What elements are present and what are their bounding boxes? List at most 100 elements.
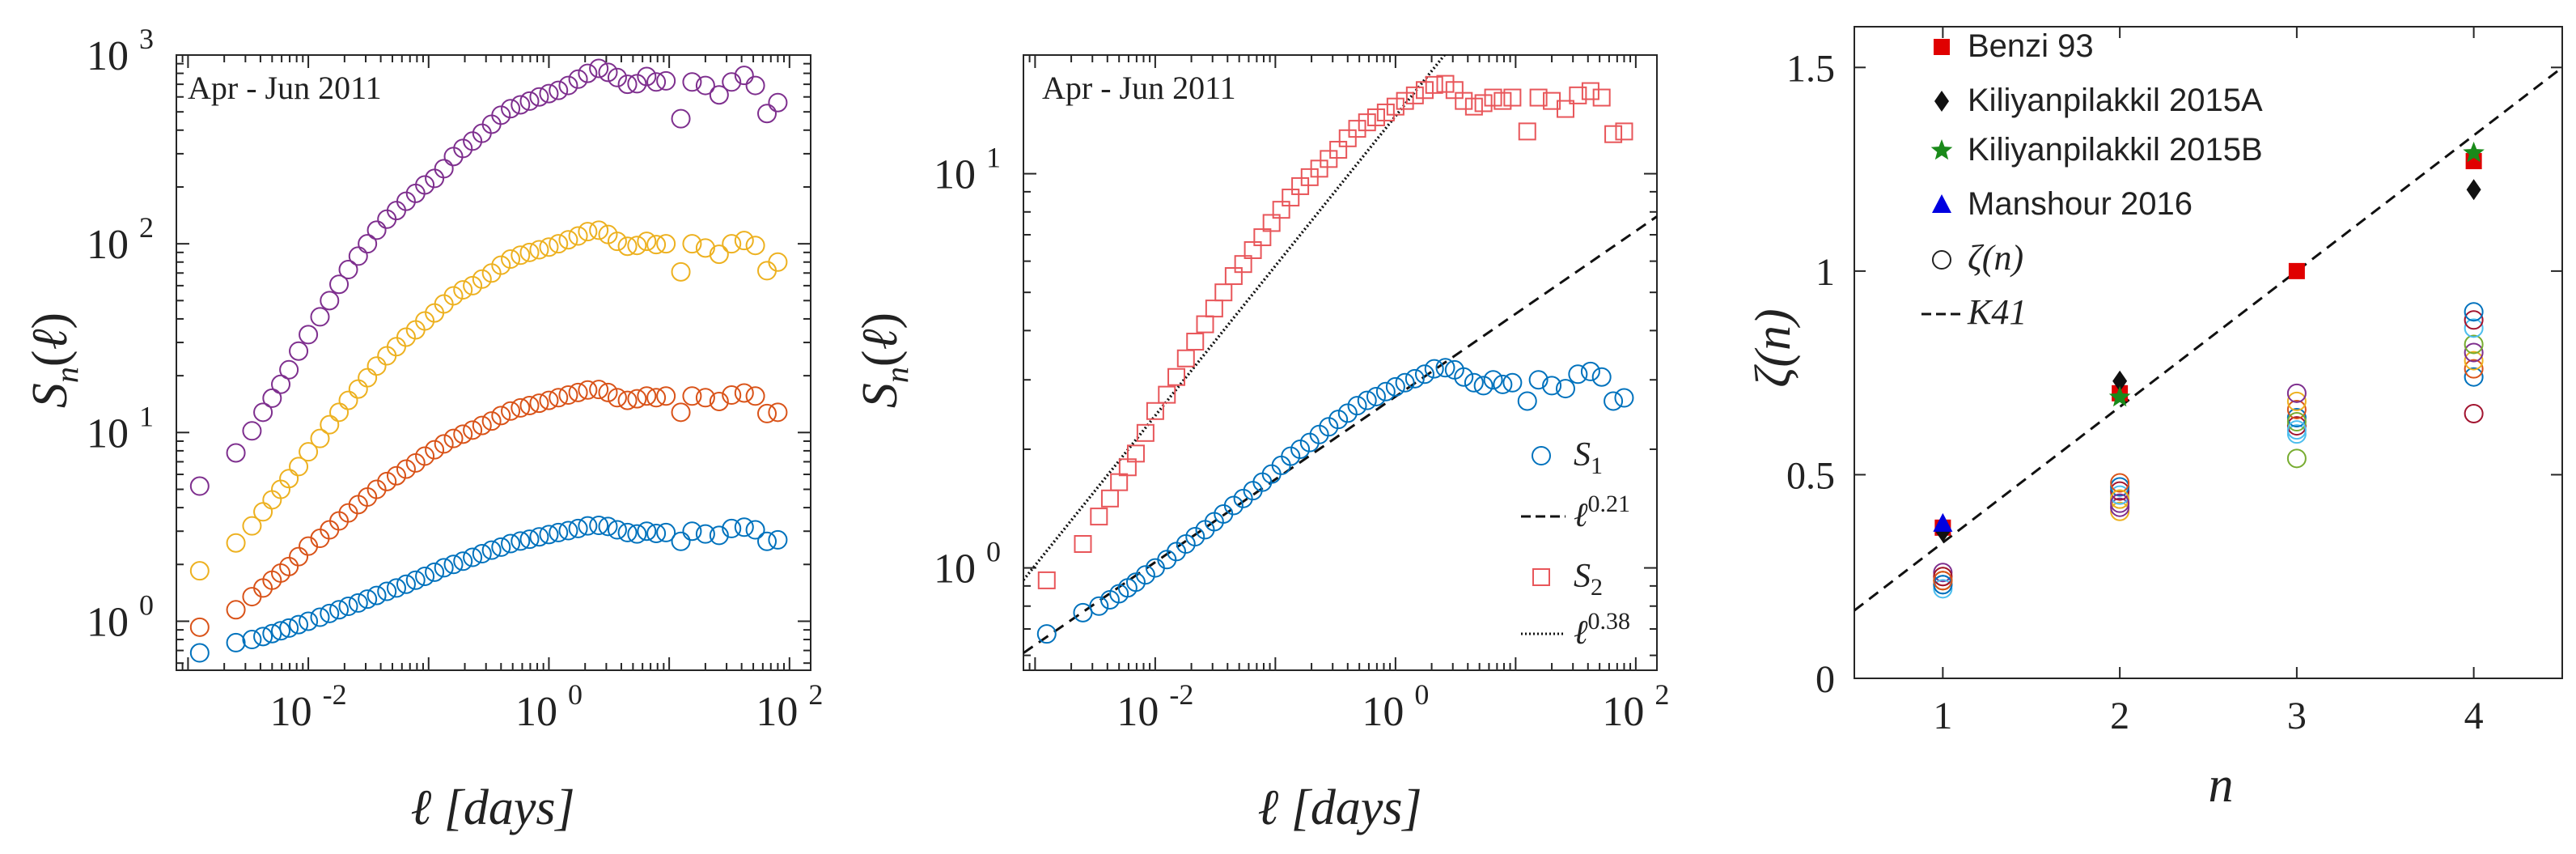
panel-2-point-S2 [1205, 300, 1223, 318]
panel-2-point-S2 [1196, 315, 1214, 334]
panel-1-point-S2 [617, 390, 638, 410]
panel-1-point-S4 [558, 75, 578, 96]
panel-2-fit-line-dashed [1023, 215, 1657, 654]
panel-1-point-S4 [242, 421, 262, 441]
panel-2-point-S2 [1329, 141, 1348, 159]
panel-1-point-S4 [289, 341, 309, 361]
panel-2-point-S1 [1347, 396, 1367, 416]
panel-1-point-S1 [745, 520, 765, 540]
panel-1-point-S3 [529, 240, 549, 260]
panel-1-point-S1 [453, 551, 473, 571]
panel-1-point-S3 [589, 220, 609, 240]
panel-1-point-S3 [463, 275, 483, 295]
panel-3-y-tick-label: 0 [1815, 658, 1835, 701]
panel-1-point-S1 [425, 562, 445, 582]
panel-1-point-S4 [415, 175, 435, 195]
panel-1-point-S4 [757, 104, 777, 124]
panel-1-point-S4 [607, 67, 627, 87]
panel-1-point-S2 [425, 440, 445, 460]
panel-1-point-S3 [646, 235, 667, 255]
panel-2-point-S1 [1405, 368, 1425, 389]
panel-2-point-S2 [1310, 159, 1328, 178]
panel-1-point-S2 [472, 415, 492, 435]
panel-1-y-tick-label: 10 0 [87, 588, 154, 645]
panel-1-point-S3 [242, 516, 262, 536]
panel-2-y-tick-label: 10 0 [934, 536, 1001, 593]
panel-2-point-S2 [1376, 103, 1395, 121]
panel-3-point-zeta [2110, 497, 2130, 517]
panel-1-point-S1 [511, 531, 531, 551]
panel-1-point-S4 [189, 476, 210, 496]
panel-1-point-S2 [396, 459, 416, 479]
panel-1-point-S1 [289, 614, 309, 635]
panel-3-point-zeta [2110, 501, 2130, 521]
panel-2-point-S2 [1262, 214, 1281, 232]
panel-3-point-Kiliyanpilakkil-2015A [2466, 179, 2481, 201]
panel-1-point-S2 [539, 390, 559, 410]
panel-3-point-zeta [2110, 489, 2130, 509]
panel-1-point-S1 [443, 554, 464, 575]
panel-1-point-S4 [262, 388, 282, 408]
panel-1-point-S3 [226, 533, 246, 553]
panel-3-point-zeta [2464, 310, 2484, 330]
panel-3-point-zeta [2286, 448, 2307, 469]
panel-2-x-tick-label: 10 2 [1602, 678, 1669, 735]
panel-3-point-zeta [2286, 424, 2307, 444]
panel-1-point-S4 [617, 74, 638, 95]
panel-1-point-S1 [695, 524, 715, 544]
panel-1-point-S4 [338, 260, 358, 280]
panel-1-point-S1 [481, 540, 502, 560]
panel-2-point-S1 [1435, 358, 1455, 378]
panel-2-y-tick-label: 10 1 [934, 142, 1001, 198]
legend-marker-0 [1934, 39, 1950, 55]
panel-1-point-S1 [189, 643, 210, 663]
panel-1-point-S4 [271, 374, 291, 394]
panel-2-point-S2 [1272, 201, 1290, 219]
panel-1-point-S3 [682, 234, 702, 254]
panel-1-point-S4 [279, 359, 299, 380]
panel-2-point-S2 [1253, 228, 1272, 247]
panel-1-point-S3 [656, 234, 676, 254]
panel-2-point-S2 [1320, 150, 1338, 168]
panel-1-point-S2 [568, 382, 588, 402]
panel-1-point-S3 [519, 242, 540, 262]
panel-3-x-axis-label: n [2209, 758, 2234, 813]
panel-2-point-S1 [1493, 374, 1513, 394]
panel-3-point-zeta [2464, 403, 2484, 423]
panel-2-point-S2 [1282, 189, 1300, 207]
legend-label-4: ζ(n) [1968, 238, 2023, 278]
panel-2-point-S2 [1136, 423, 1155, 442]
panel-2-point-S2 [1445, 81, 1464, 100]
panel-3-point-zeta [1933, 567, 1953, 587]
panel-1-point-S2 [627, 389, 647, 409]
panel-2-point-S2 [1291, 176, 1310, 195]
panel-1-point-S2 [519, 395, 540, 415]
panel-2-x-tick-label: 10 0 [1362, 678, 1429, 735]
panel-3-plot-area: 1 2 3 4 0 0.5 1 1.5 [1786, 26, 2563, 737]
panel-2-point-S2 [1146, 402, 1164, 420]
panel-2-point-S1 [1591, 367, 1612, 387]
panel-1-point-S3 [491, 255, 511, 275]
panel-1-point-S4 [453, 138, 473, 159]
panel-1-point-S3 [558, 230, 578, 250]
panel-1-point-S1 [529, 527, 549, 547]
panel-3-point-zeta [2286, 383, 2307, 403]
panel-1-point-S2 [558, 385, 578, 405]
panel-3-point-zeta [2464, 334, 2484, 355]
panel-1-point-S3 [189, 561, 210, 581]
panel-1-x-tick-label: 10 -2 [270, 678, 347, 735]
panel-3-point-zeta [1933, 571, 1953, 591]
panel-3-point-zeta [2286, 399, 2307, 419]
panel-1-point-S1 [415, 566, 435, 586]
panel-1-point-S2 [386, 465, 406, 486]
panel-3-point-zeta [2110, 485, 2130, 505]
panel-1-x-tick-label: 10 0 [515, 678, 583, 735]
panel-1-point-S4 [682, 72, 702, 92]
panel-1-point-S2 [722, 385, 742, 405]
legend-marker-4 [1932, 250, 1951, 270]
panel-2-point-S1 [1395, 372, 1415, 393]
panel-1-point-S2 [549, 388, 569, 408]
panel-1-point-S1 [299, 611, 319, 631]
panel-1-point-S2 [242, 587, 262, 607]
panel-2-axes-frame [1023, 54, 1658, 671]
